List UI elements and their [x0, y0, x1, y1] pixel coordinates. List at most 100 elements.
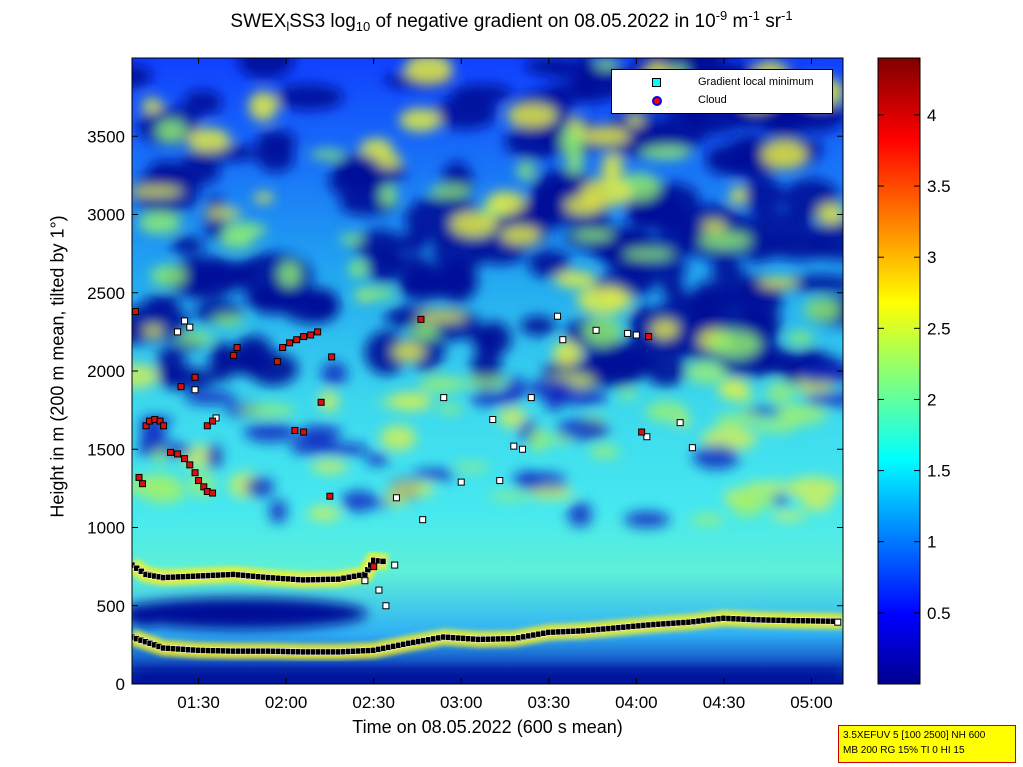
heat-cell — [135, 473, 182, 498]
heat-cell — [520, 315, 556, 336]
heat-cell — [432, 97, 498, 130]
cloud-marker — [300, 428, 308, 436]
heat-cell — [150, 265, 187, 286]
y-tick-label: 1000 — [87, 519, 125, 538]
cloud-marker — [317, 398, 325, 406]
heat-cell — [183, 89, 223, 116]
minimum-marker — [186, 323, 194, 331]
y-tick-label: 500 — [97, 597, 125, 616]
minimum-marker — [457, 478, 465, 486]
heat-cell — [340, 490, 377, 512]
cloud-marker — [328, 353, 336, 361]
cloud-marker — [191, 373, 199, 381]
minimum-marker — [382, 602, 390, 610]
y-tick-label: 3000 — [87, 206, 125, 225]
heat-cell — [718, 380, 748, 401]
heat-cell — [807, 219, 843, 261]
heat-cell — [803, 298, 841, 322]
heat-cell — [731, 488, 782, 510]
minimum-marker — [624, 329, 632, 337]
heat-cell — [554, 271, 596, 289]
minimum-marker — [688, 444, 696, 452]
heat-cell — [244, 422, 297, 443]
heat-cell — [699, 231, 752, 250]
heat-cell — [516, 162, 536, 180]
heat-cell — [601, 153, 624, 182]
heat-cell — [244, 476, 275, 498]
cloud-marker — [273, 358, 281, 366]
heat-cell — [594, 58, 620, 69]
markers — [132, 308, 842, 656]
heat-cell — [151, 448, 169, 464]
cloud-marker — [291, 426, 299, 434]
heat-cell — [360, 138, 393, 158]
heat-cell — [710, 256, 744, 283]
heat-cell — [740, 177, 785, 214]
heat-cell — [500, 226, 541, 245]
heat-cell — [701, 220, 727, 232]
cloud-marker — [200, 483, 208, 491]
heat-cell — [138, 211, 182, 234]
heat-cell — [761, 140, 807, 170]
heat-cell — [278, 261, 301, 288]
heat-cell — [556, 389, 608, 406]
heat-cell — [488, 492, 531, 501]
minimum-marker — [361, 577, 369, 585]
heat-cell — [170, 235, 204, 255]
heat-cell — [183, 389, 237, 406]
colorbar-axis: 0.5 1 1.5 2 2.5 3 3.5 4 — [878, 106, 951, 623]
legend-item-minimum: Gradient local minimum — [612, 74, 832, 90]
heat-cell — [524, 58, 567, 75]
x-tick-label: 04:30 — [703, 693, 746, 712]
heat-cell — [399, 108, 442, 132]
heat-cell — [581, 178, 632, 207]
heat-cell — [141, 97, 163, 113]
cloud-marker — [638, 428, 646, 436]
heat-cell — [528, 427, 548, 452]
cloud-marker — [186, 461, 194, 469]
heat-cell — [177, 331, 214, 345]
cloud-marker — [142, 422, 150, 430]
heat-cell — [212, 315, 245, 326]
heat-cell — [132, 186, 183, 197]
minimum-marker — [592, 326, 600, 334]
square-marker-icon — [652, 78, 661, 87]
processing-info-box: 3.5XEFUV 5 [100 2500] NH 600 MB 200 RG 1… — [838, 725, 1016, 763]
heat-cell — [771, 511, 807, 521]
cloud-marker — [132, 308, 140, 316]
heat-cell — [353, 288, 396, 300]
heat-cell — [686, 361, 727, 384]
y-axis-label: Height in m (200 m mean, tilted by 1°) — [47, 215, 68, 518]
heat-cell — [204, 195, 229, 241]
heat-cell — [572, 229, 614, 241]
legend: Gradient local minimum Cloud — [611, 69, 833, 114]
minimum-marker — [375, 586, 383, 594]
heat-cell — [801, 498, 834, 511]
x-tick-label: 04:00 — [615, 693, 658, 712]
heat-cell — [144, 294, 180, 312]
cloud-marker — [167, 448, 175, 456]
heat-cell — [453, 463, 490, 472]
heat-cell — [778, 404, 827, 425]
colorbar-tick-label: 0.5 — [927, 604, 951, 623]
heat-cell — [219, 232, 254, 249]
cloud-marker — [314, 328, 322, 336]
heat-cell — [132, 669, 843, 684]
colorbar-tick-label: 1 — [927, 533, 936, 552]
minimum-marker — [181, 317, 189, 325]
minimum-marker — [519, 445, 527, 453]
y-axis: 0 500 1000 1500 2000 2500 3000 3500 — [87, 127, 843, 694]
heat-cell — [715, 413, 745, 429]
y-tick-label: 2500 — [87, 284, 125, 303]
heat-cell — [364, 330, 408, 375]
heat-cell — [365, 453, 390, 467]
cloud-marker — [195, 477, 203, 485]
heat-cell — [376, 153, 402, 169]
cloud-marker — [230, 351, 238, 359]
cloud-marker — [417, 315, 425, 323]
minimum-marker — [191, 386, 199, 394]
heat-cell — [418, 375, 464, 393]
heat-cell — [528, 249, 571, 278]
heat-cell — [366, 247, 402, 284]
cloud-marker — [181, 455, 189, 463]
